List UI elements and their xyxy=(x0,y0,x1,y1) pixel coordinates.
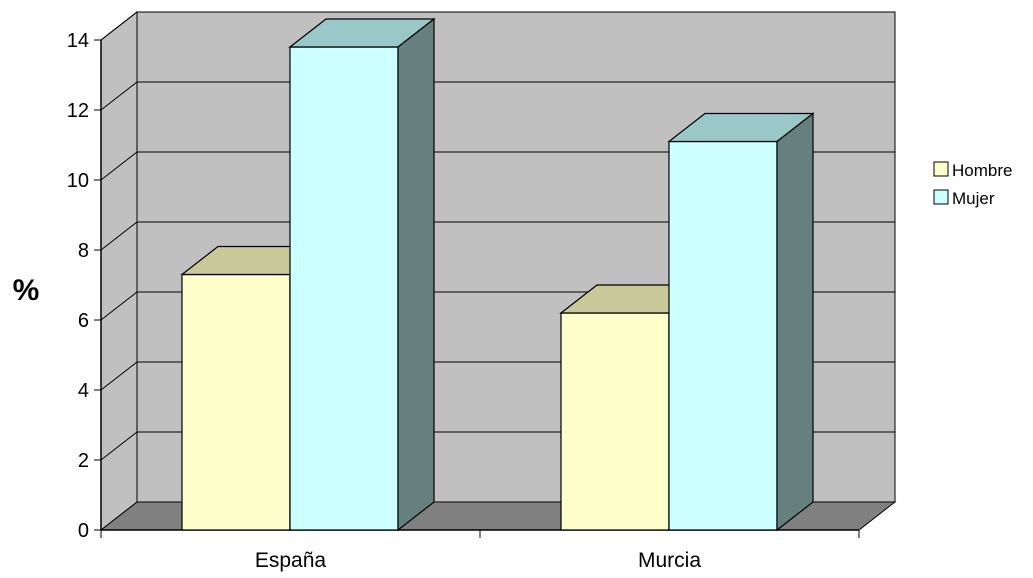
bar xyxy=(667,112,815,532)
y-tick-label: 0 xyxy=(78,520,89,542)
bar-front xyxy=(181,273,291,531)
y-tick-label: 12 xyxy=(67,100,89,122)
bar-front xyxy=(289,46,399,531)
y-tick-label: 8 xyxy=(78,240,89,262)
y-axis-label: % xyxy=(13,274,40,307)
gridline xyxy=(100,151,895,181)
y-tick-label: 10 xyxy=(67,170,89,192)
bar-front xyxy=(668,140,778,531)
gridline xyxy=(100,81,895,111)
legend-label: Hombre xyxy=(952,161,1012,180)
x-category-label: España xyxy=(255,549,327,572)
bar-front xyxy=(560,312,670,531)
side-wall xyxy=(100,10,138,532)
axes: 0 2 4 6 8 10 12 14 España Murcia xyxy=(67,30,860,572)
legend-swatch xyxy=(933,161,949,177)
y-tick-label: 6 xyxy=(78,310,89,332)
bars xyxy=(180,17,815,532)
legend-label: Mujer xyxy=(952,189,995,208)
y-tick-label: 2 xyxy=(78,450,89,472)
bar xyxy=(288,17,436,532)
legend-swatch xyxy=(933,189,949,205)
bar-side xyxy=(397,17,435,532)
gridline xyxy=(100,221,895,251)
legend: Hombre Mujer xyxy=(928,152,1028,218)
x-category-label: Murcia xyxy=(638,549,701,572)
y-tick-label: 14 xyxy=(67,30,89,52)
gridline xyxy=(100,11,895,41)
y-tick-label: 4 xyxy=(78,380,89,402)
bar-side xyxy=(776,112,814,532)
